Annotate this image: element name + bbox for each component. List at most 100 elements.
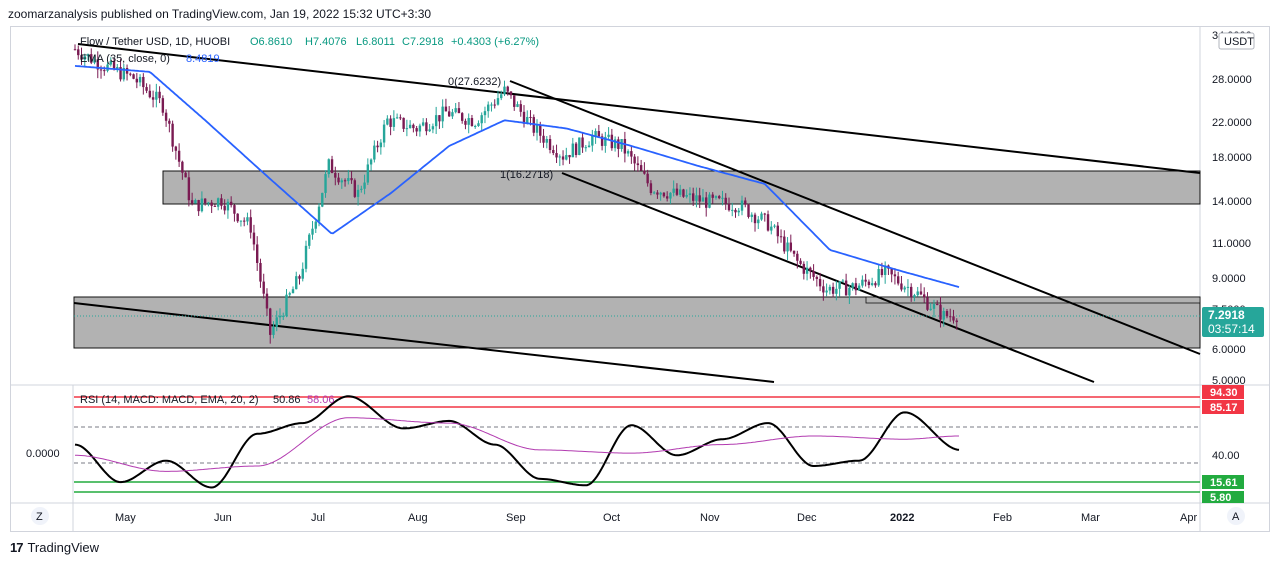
candle-body xyxy=(210,202,213,206)
candle-body xyxy=(760,213,763,220)
ohlc-low: L6.8011 xyxy=(356,36,395,48)
candle-body xyxy=(792,250,796,254)
candle-body xyxy=(194,200,197,204)
candle-body xyxy=(535,125,539,133)
brand-name: TradingView xyxy=(27,540,100,555)
candle-body xyxy=(295,276,298,290)
candle-body xyxy=(652,192,656,194)
candle-body xyxy=(574,143,578,156)
candle-body xyxy=(578,137,581,156)
ema-legend-value: 8.4819 xyxy=(186,53,220,65)
candle-body xyxy=(838,281,841,289)
candle-body xyxy=(591,135,594,146)
candle-body xyxy=(815,276,819,279)
candle-body xyxy=(822,286,825,293)
candle-body xyxy=(626,151,630,154)
candle-body xyxy=(877,269,880,286)
candle-body xyxy=(334,172,337,178)
candle-body xyxy=(369,159,373,165)
candle-body xyxy=(216,198,220,207)
candle-body xyxy=(734,209,737,213)
candle-body xyxy=(682,189,685,197)
candle-body xyxy=(688,193,692,196)
candle-body xyxy=(705,197,708,208)
candle-body xyxy=(190,200,194,204)
rsi-line xyxy=(74,395,960,489)
candle-body xyxy=(129,73,132,75)
y-tick-label: 22.0000 xyxy=(1212,117,1252,129)
candle-body xyxy=(542,135,545,143)
minor-zone[interactable] xyxy=(865,296,1201,304)
candle-body xyxy=(740,200,744,211)
candle-body xyxy=(883,265,887,276)
candle-body xyxy=(392,118,396,127)
candle-body xyxy=(870,283,874,286)
candle-body xyxy=(249,217,252,233)
candle-body xyxy=(425,122,428,132)
candle-body xyxy=(122,68,126,80)
candle-body xyxy=(874,283,877,286)
candle-body xyxy=(135,78,139,83)
candle-body xyxy=(714,196,718,198)
candle-body xyxy=(558,156,561,158)
candle-body xyxy=(952,316,955,321)
trendline-upper xyxy=(77,43,1201,174)
price-candles[interactable] xyxy=(73,44,958,344)
candle-body xyxy=(337,177,340,183)
rsi-tag-85-label: 85.17 xyxy=(1210,402,1238,414)
candle-body xyxy=(343,180,347,182)
x-tick-label: Jun xyxy=(214,512,232,524)
candle-body xyxy=(565,155,568,160)
support-zone[interactable] xyxy=(73,296,1201,349)
candle-body xyxy=(701,197,705,202)
candle-body xyxy=(552,149,555,154)
candle-body xyxy=(138,76,142,83)
candle-body xyxy=(783,236,786,252)
candle-body xyxy=(363,182,366,189)
candle-body xyxy=(233,205,236,214)
candle-body xyxy=(402,117,405,129)
candle-body xyxy=(955,320,958,323)
candle-body xyxy=(213,205,217,207)
currency-badge[interactable] xyxy=(1218,32,1255,50)
trendlines[interactable] xyxy=(73,43,1201,383)
last-price-tag[interactable] xyxy=(1202,307,1264,337)
candle-body xyxy=(545,139,548,143)
candle-body xyxy=(776,225,779,237)
candle-body xyxy=(949,316,952,318)
candle-body xyxy=(379,142,383,148)
candle-body xyxy=(630,151,633,157)
candle-body xyxy=(643,170,646,174)
candle-body xyxy=(187,177,191,201)
candle-body xyxy=(171,123,174,147)
candle-body xyxy=(83,56,86,60)
candle-body xyxy=(262,281,265,294)
auto-scale-button[interactable]: A xyxy=(1227,507,1245,525)
candle-body xyxy=(919,291,923,295)
candle-body xyxy=(848,287,851,296)
rsi-pane[interactable]: RSI (14, MACD: MACD, EMA, 20, 2) 50.86 5… xyxy=(26,394,1200,493)
candle-body xyxy=(288,293,291,295)
ema-line[interactable] xyxy=(74,65,960,288)
candle-body xyxy=(942,311,945,320)
x-tick-label: Feb xyxy=(993,512,1012,524)
candle-body xyxy=(581,137,584,148)
rsi-legend-value: 50.86 xyxy=(273,394,301,406)
candle-body xyxy=(73,49,77,51)
zoom-button[interactable]: Z xyxy=(31,507,49,525)
candle-body xyxy=(903,287,906,290)
candle-body xyxy=(168,120,171,124)
resistance-zone[interactable] xyxy=(162,170,1201,205)
candle-body xyxy=(757,219,760,224)
candle-body xyxy=(282,315,285,317)
candle-body xyxy=(112,61,116,70)
main-legend[interactable]: Flow / Tether USD, 1D, HUOBI O6.8610 H7.… xyxy=(80,36,539,65)
candle-body xyxy=(675,188,679,195)
candle-body xyxy=(770,226,773,231)
candle-body xyxy=(805,267,809,274)
tradingview-brand[interactable]: 17 TradingView xyxy=(10,540,99,555)
candle-body xyxy=(750,214,753,217)
ohlc-high: H7.4076 xyxy=(305,36,347,48)
candle-body xyxy=(571,143,575,158)
